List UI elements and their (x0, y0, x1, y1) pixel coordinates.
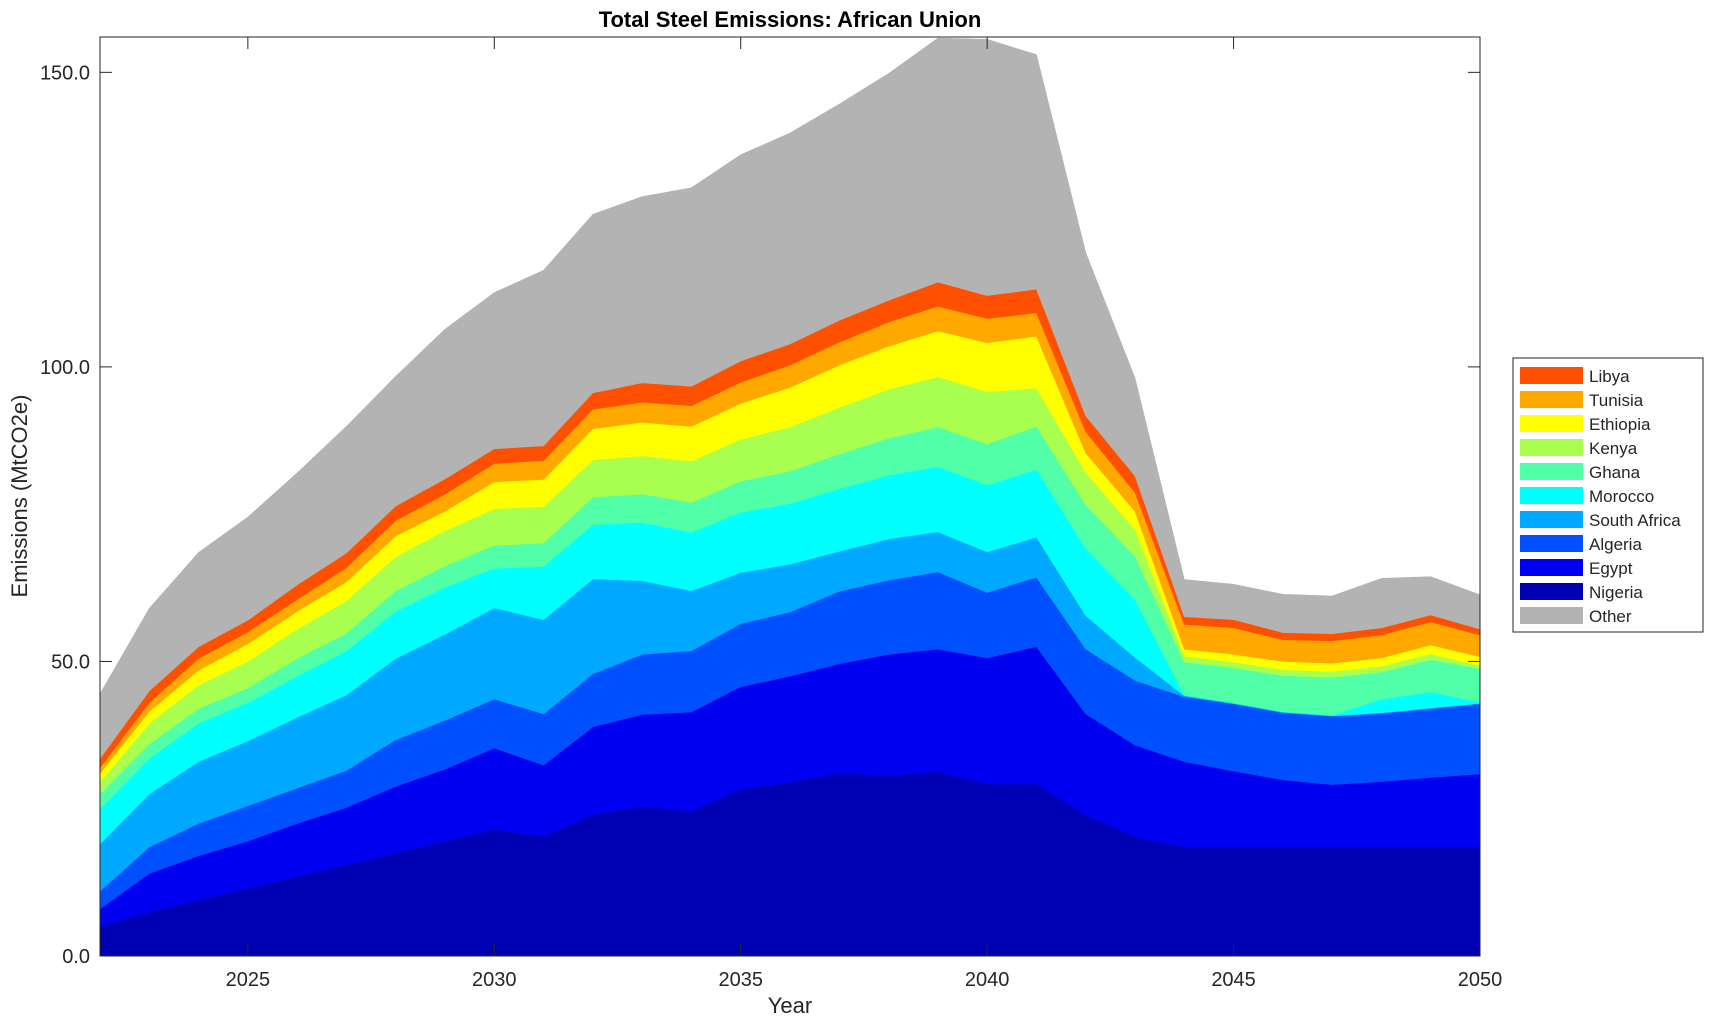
legend-label-tunisia: Tunisia (1589, 391, 1644, 410)
chart-title: Total Steel Emissions: African Union (599, 7, 982, 32)
x-tick-label: 2030 (472, 969, 517, 991)
legend: Libya Tunisia Ethiopia Kenya Ghana Morocco Sou… (1512, 357, 1704, 633)
legend-label-ethiopia: Ethiopia (1589, 415, 1651, 434)
legend-label-morocco: Morocco (1589, 487, 1654, 506)
x-tick-label: 2025 (226, 969, 271, 991)
x-tick-label: 2050 (1458, 969, 1503, 991)
legend-swatch-ethiopia (1520, 415, 1583, 432)
legend-swatch-nigeria (1520, 583, 1583, 600)
legend-label-nigeria: Nigeria (1589, 583, 1643, 602)
plot-frame (99, 36, 1481, 957)
x-tick-label: 2040 (965, 969, 1010, 991)
legend-label-kenya: Kenya (1589, 439, 1638, 458)
legend-swatch-morocco (1520, 487, 1583, 504)
x-axis: 2025 2030 2035 2040 2045 2050 (226, 37, 1503, 991)
y-tick-label: 50.0 (51, 651, 90, 673)
y-tick-label: 100.0 (40, 357, 90, 379)
legend-swatch-tunisia (1520, 391, 1583, 408)
legend-swatch-south-africa (1520, 511, 1583, 528)
legend-label-algeria: Algeria (1589, 535, 1642, 554)
y-axis-title: Emissions (MtCO2e) (7, 395, 32, 598)
legend-swatch-other (1520, 607, 1583, 624)
y-tick-label: 0.0 (62, 946, 90, 968)
legend-label-other: Other (1589, 607, 1632, 626)
x-axis-title: Year (768, 993, 812, 1018)
y-axis: 0.0 50.0 100.0 150.0 (40, 62, 1480, 968)
legend-swatch-kenya (1520, 439, 1583, 456)
area-series-group (99, 37, 1481, 957)
legend-label-libya: Libya (1589, 367, 1630, 386)
legend-swatch-libya (1520, 367, 1583, 384)
y-tick-label: 150.0 (40, 62, 90, 84)
legend-swatch-ghana (1520, 463, 1583, 480)
legend-label-south-africa: South Africa (1589, 511, 1681, 530)
legend-swatch-algeria (1520, 535, 1583, 552)
legend-label-egypt: Egypt (1589, 559, 1633, 578)
legend-label-ghana: Ghana (1589, 463, 1641, 482)
legend-swatch-egypt (1520, 559, 1583, 576)
x-tick-label: 2035 (718, 969, 763, 991)
x-tick-label: 2045 (1211, 969, 1256, 991)
